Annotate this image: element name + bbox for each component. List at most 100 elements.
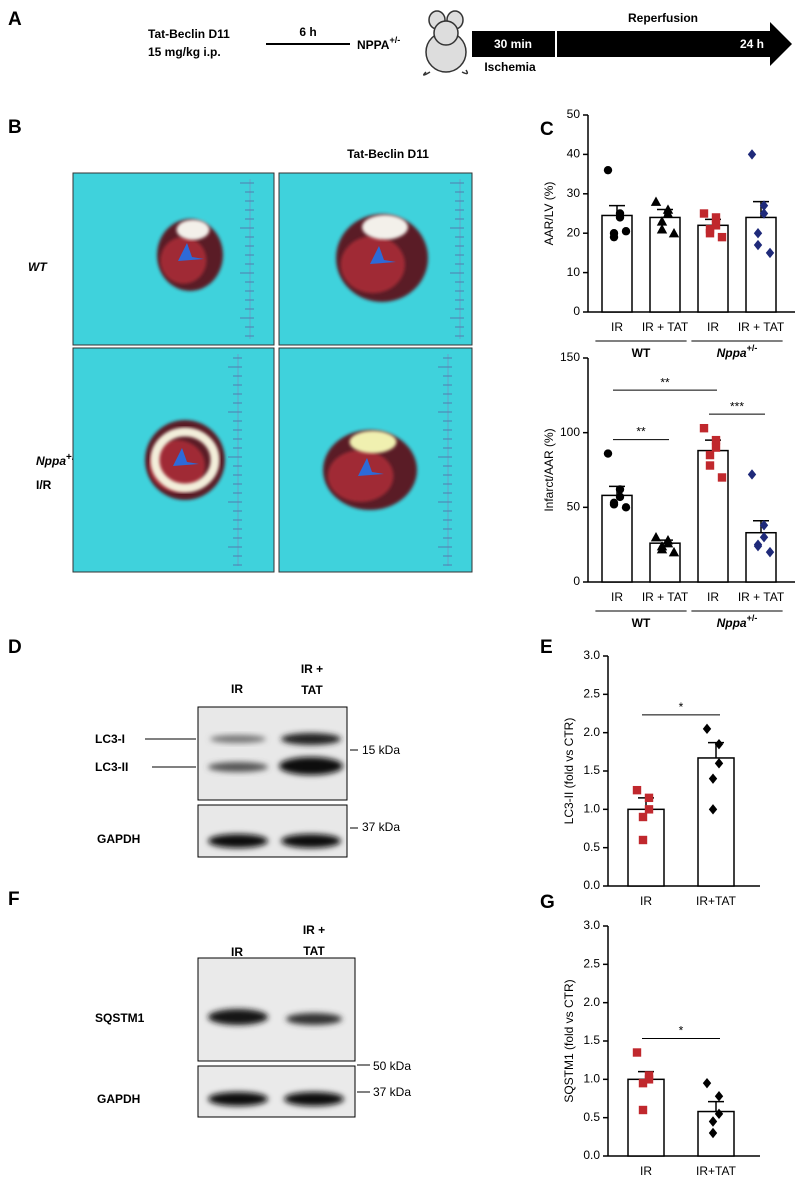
- data-point: [644, 805, 654, 814]
- error-bar: [753, 520, 769, 533]
- x-tick-label: IR: [611, 590, 623, 604]
- content: Tat-Beclin D11 15 mg/kg i.p. 6 h NPPA+/-…: [8, 9, 795, 1178]
- panel-label: C: [540, 119, 554, 140]
- data-point: [747, 149, 757, 160]
- data-point: [714, 1108, 724, 1120]
- lane-label: IR + TAT: [303, 923, 326, 958]
- data-point: [621, 227, 631, 236]
- data-point: [759, 520, 769, 531]
- reperfusion-time: 24 h: [740, 37, 764, 51]
- data-point: [615, 485, 625, 494]
- data-point: [708, 804, 718, 815]
- mouse-label: NPPA+/-: [357, 35, 400, 52]
- significance-label: *: [679, 700, 684, 714]
- panel-label: B: [8, 117, 22, 138]
- y-tick-label: 50: [567, 500, 581, 514]
- data-point: [662, 537, 674, 548]
- data-point: [759, 208, 769, 219]
- x-tick-label: IR + TAT: [738, 320, 785, 334]
- data-point: [705, 461, 715, 470]
- data-point: [699, 209, 709, 218]
- drug: Tat-Beclin D11: [148, 27, 230, 41]
- data-point: [711, 435, 721, 445]
- data-point: [711, 443, 721, 452]
- column-title: Tat-Beclin D11: [347, 147, 429, 161]
- data-point: [668, 228, 680, 238]
- y-tick-label: 3.0: [583, 648, 600, 662]
- data-point: [638, 835, 648, 845]
- y-axis-label: Infarct/AAR (%): [542, 428, 556, 511]
- ischemia-time: 30 min: [494, 37, 532, 51]
- data-point: [765, 546, 775, 558]
- panel-label: E: [540, 637, 553, 658]
- data-point: [765, 247, 775, 259]
- data-point: [759, 532, 769, 543]
- row-label: Nppa+/-: [36, 452, 78, 469]
- band-label: GAPDH: [97, 832, 140, 846]
- bar: [745, 531, 777, 583]
- row-label: I/R: [36, 478, 52, 492]
- y-tick-label: 20: [567, 225, 581, 239]
- x-tick-label: IR: [707, 320, 719, 334]
- mouse-icon: [423, 10, 469, 76]
- band-label: GAPDH: [97, 1092, 140, 1106]
- data-point: [714, 1091, 724, 1102]
- data-point: [708, 1116, 718, 1127]
- heart-red: [340, 236, 405, 294]
- y-tick-label: 50: [567, 107, 581, 121]
- data-point: [759, 200, 769, 211]
- data-point: [708, 1127, 718, 1139]
- reperfusion: Reperfusion: [628, 11, 698, 25]
- data-point: [644, 1075, 654, 1084]
- infarct: [362, 214, 408, 240]
- x-tick-label: IR: [640, 1164, 652, 1178]
- data-point: [668, 546, 680, 557]
- infarct: [150, 427, 220, 493]
- panel-label: G: [540, 892, 555, 913]
- infarct: [176, 219, 210, 240]
- group-label: Nppa+/-: [717, 343, 758, 360]
- lane-label: IR: [231, 682, 243, 696]
- data-point: [747, 469, 757, 480]
- y-tick-label: 1.5: [583, 763, 600, 777]
- interval: 6 h: [299, 25, 316, 39]
- y-tick-label: 2.5: [583, 687, 600, 701]
- marker-label: 50 kDa: [373, 1059, 411, 1073]
- y-tick-label: 2.0: [583, 725, 600, 739]
- panel-label: D: [8, 637, 22, 658]
- y-axis-label: AAR/LV (%): [542, 182, 556, 246]
- data-point: [708, 773, 718, 784]
- x-tick-label: IR: [707, 590, 719, 604]
- data-point: [714, 758, 724, 769]
- x-tick-label: IR: [611, 320, 623, 334]
- y-axis-label: LC3-II (fold vs CTR): [562, 718, 576, 825]
- data-point: [609, 232, 619, 242]
- dose: 15 mg/kg i.p.: [148, 45, 221, 59]
- panel-label: A: [8, 9, 22, 30]
- group-label: WT: [632, 616, 651, 630]
- y-tick-label: 100: [560, 425, 580, 439]
- blot-d: [145, 706, 358, 858]
- bar: [697, 757, 735, 887]
- data-point: [656, 224, 668, 234]
- y-tick-label: 0: [573, 304, 580, 318]
- bar: [745, 216, 777, 313]
- panel-label: F: [8, 889, 20, 910]
- data-point: [650, 196, 662, 206]
- marker-label: 37 kDa: [362, 820, 400, 834]
- data-point: [753, 540, 763, 552]
- data-point: [632, 785, 642, 795]
- x-tick-label: IR: [640, 894, 652, 908]
- y-tick-label: 30: [567, 186, 581, 200]
- data-point: [702, 723, 712, 735]
- y-tick-label: 3.0: [583, 918, 600, 932]
- y-tick-label: 40: [567, 147, 581, 161]
- data-point: [603, 165, 613, 175]
- error-bar: [708, 1100, 724, 1112]
- data-point: [609, 500, 619, 509]
- group-label: Nppa+/-: [717, 613, 758, 630]
- significance-label: ***: [730, 399, 744, 413]
- blot-f: [197, 957, 370, 1118]
- lumen: [173, 448, 199, 466]
